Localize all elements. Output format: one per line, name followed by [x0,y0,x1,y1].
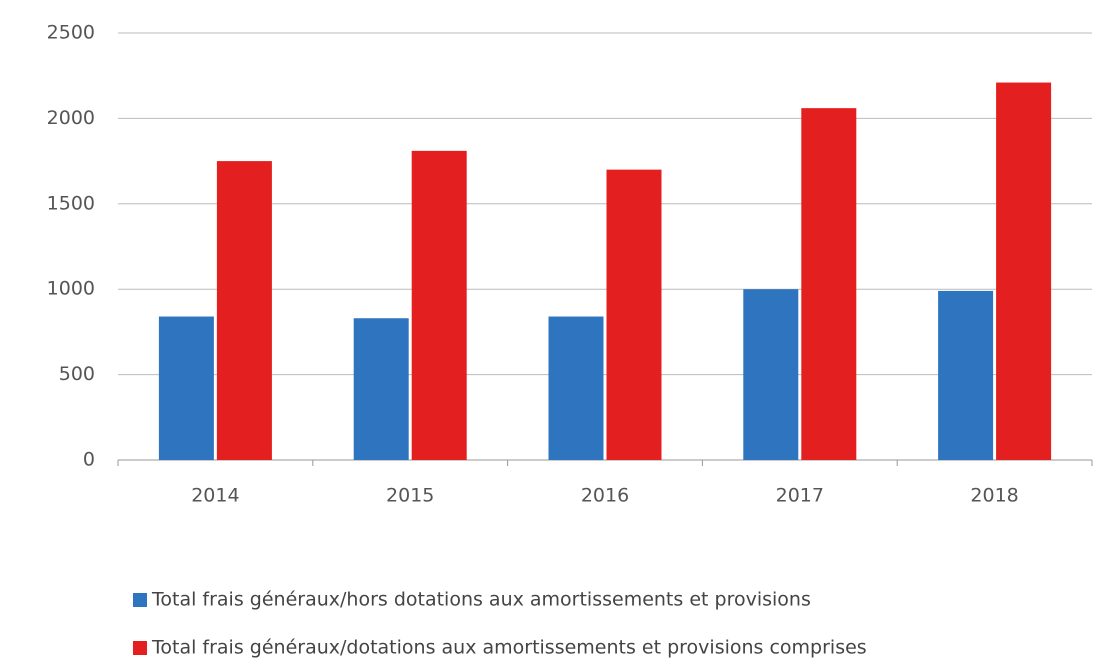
bar [411,150,467,461]
bar [606,169,662,460]
y-tick-label: 0 [83,449,95,471]
x-tick-label: 2018 [970,485,1018,507]
y-tick-label: 2500 [47,22,95,44]
x-tick-label: 2015 [386,485,434,507]
x-tick-label: 2017 [776,485,824,507]
bar [216,161,272,460]
bar [801,108,857,460]
legend-label: Total frais généraux/dotations aux amort… [151,637,867,658]
bar [158,316,214,460]
bar [548,316,604,460]
x-tick-label: 2016 [581,485,629,507]
y-tick-label: 2000 [47,107,95,129]
legend-swatch [133,593,147,607]
y-tick-label: 500 [59,363,95,385]
bar [353,318,409,460]
bar [938,290,994,460]
bar [743,289,799,460]
y-tick-label: 1000 [47,278,95,300]
legend: Total frais généraux/hors dotations aux … [133,589,867,658]
y-tick-label: 1500 [47,192,95,214]
bar [996,82,1052,461]
legend-swatch [133,641,147,655]
x-tick-label: 2014 [191,485,239,507]
legend-label: Total frais généraux/hors dotations aux … [151,589,811,611]
